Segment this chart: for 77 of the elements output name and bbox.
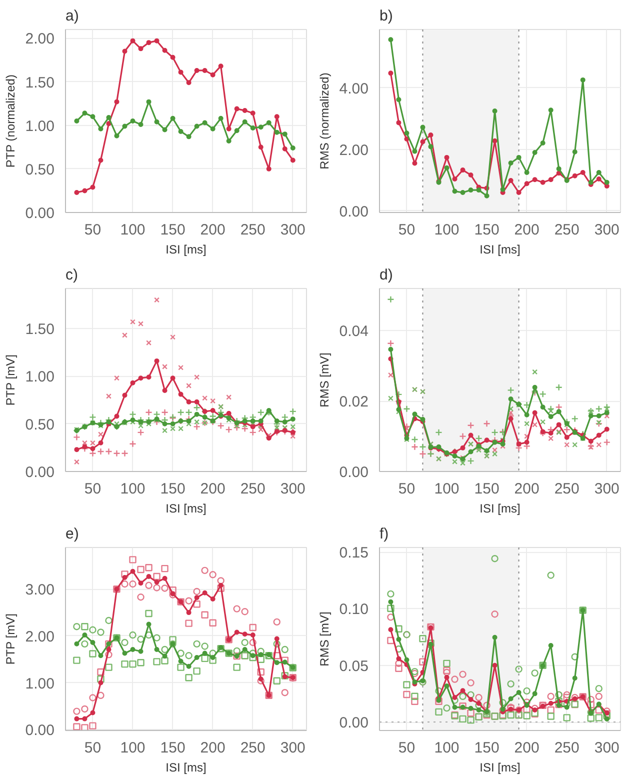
x-axis-title: ISI [ms] bbox=[480, 502, 520, 516]
y-tick-label: 2.00 bbox=[25, 30, 55, 48]
y-tick-label: 3.00 bbox=[25, 582, 55, 599]
x-tick-label: 200 bbox=[200, 222, 226, 238]
x-tick-label: 300 bbox=[280, 222, 306, 238]
x-tick-label: 100 bbox=[434, 740, 460, 756]
x-tick-label: 150 bbox=[474, 222, 500, 238]
x-tick-label: 100 bbox=[434, 222, 460, 238]
x-tick-label: 150 bbox=[474, 740, 500, 756]
x-tick-label: 200 bbox=[514, 222, 540, 238]
x-tick-label: 250 bbox=[240, 480, 266, 498]
y-tick-label: 0.00 bbox=[25, 464, 55, 481]
x-tick-label: 100 bbox=[120, 480, 146, 498]
y-tick-label: 1.50 bbox=[25, 74, 55, 92]
x-tick-label: 200 bbox=[514, 480, 540, 498]
x-tick-label: 250 bbox=[554, 222, 580, 238]
y-tick-label: 0.15 bbox=[339, 544, 369, 562]
chart-title: d) bbox=[380, 266, 393, 284]
y-axis-title: RMS [mV] bbox=[317, 612, 332, 666]
x-tick-label: 200 bbox=[514, 740, 540, 756]
y-tick-label: 0.05 bbox=[339, 658, 369, 675]
x-tick-label: 50 bbox=[84, 222, 102, 238]
y-tick-label: 1.00 bbox=[25, 368, 55, 386]
x-tick-label: 300 bbox=[594, 740, 620, 756]
y-tick-label: 0.50 bbox=[25, 161, 55, 178]
x-tick-label: 50 bbox=[84, 740, 102, 756]
y-tick-label: 0.00 bbox=[339, 714, 369, 732]
x-tick-label: 200 bbox=[200, 740, 226, 756]
x-axis-title: ISI [ms] bbox=[166, 502, 206, 516]
y-tick-label: 0.00 bbox=[339, 203, 369, 220]
y-axis-title: RMS [mV] bbox=[317, 352, 332, 408]
chart-title: a) bbox=[66, 8, 79, 24]
x-tick-label: 50 bbox=[398, 222, 416, 238]
x-tick-label: 250 bbox=[554, 480, 580, 498]
x-tick-label: 50 bbox=[84, 480, 102, 498]
y-tick-label: 0.02 bbox=[339, 394, 369, 411]
y-axis-title: PTP [mV] bbox=[3, 354, 18, 406]
x-tick-label: 300 bbox=[594, 222, 620, 238]
y-tick-label: 0.00 bbox=[25, 205, 55, 222]
x-tick-label: 250 bbox=[240, 740, 266, 756]
y-tick-label: 0.04 bbox=[339, 323, 369, 340]
x-tick-label: 150 bbox=[160, 222, 186, 238]
y-axis-title: PTP (normalized) bbox=[3, 74, 18, 168]
x-tick-label: 150 bbox=[160, 740, 186, 756]
chart-title: f) bbox=[380, 526, 389, 542]
y-tick-label: 0.00 bbox=[339, 464, 369, 481]
chart-title: b) bbox=[380, 8, 393, 24]
y-axis-title: RMS (normalized) bbox=[317, 72, 332, 170]
y-tick-label: 2.00 bbox=[25, 628, 55, 646]
x-tick-label: 100 bbox=[120, 222, 146, 238]
x-tick-label: 300 bbox=[280, 480, 306, 498]
x-tick-label: 250 bbox=[554, 740, 580, 756]
x-axis-title: ISI [ms] bbox=[166, 242, 206, 256]
x-axis-title: ISI [ms] bbox=[166, 760, 206, 774]
x-tick-label: 300 bbox=[594, 480, 620, 498]
y-tick-label: 1.50 bbox=[25, 321, 55, 338]
y-tick-label: 0.10 bbox=[339, 601, 369, 618]
x-axis-title: ISI [ms] bbox=[480, 760, 520, 774]
x-tick-label: 150 bbox=[474, 480, 500, 498]
x-tick-label: 100 bbox=[120, 740, 146, 756]
y-tick-label: 1.00 bbox=[25, 675, 55, 692]
x-tick-label: 300 bbox=[280, 740, 306, 756]
y-axis-title: PTP [mV] bbox=[3, 614, 18, 665]
x-tick-label: 250 bbox=[240, 222, 266, 238]
x-tick-label: 200 bbox=[200, 480, 226, 498]
y-tick-label: 0.00 bbox=[25, 722, 55, 740]
chart-title: c) bbox=[66, 266, 78, 284]
x-tick-label: 50 bbox=[398, 480, 416, 498]
x-tick-label: 150 bbox=[160, 480, 186, 498]
y-tick-label: 1.00 bbox=[25, 118, 55, 135]
y-tick-label: 0.50 bbox=[25, 416, 55, 434]
y-tick-label: 2.00 bbox=[339, 142, 369, 159]
x-tick-label: 100 bbox=[434, 480, 460, 498]
x-axis-title: ISI [ms] bbox=[480, 242, 520, 256]
y-tick-label: 4.00 bbox=[339, 80, 369, 98]
chart-title: e) bbox=[66, 526, 79, 542]
x-tick-label: 50 bbox=[398, 740, 416, 756]
